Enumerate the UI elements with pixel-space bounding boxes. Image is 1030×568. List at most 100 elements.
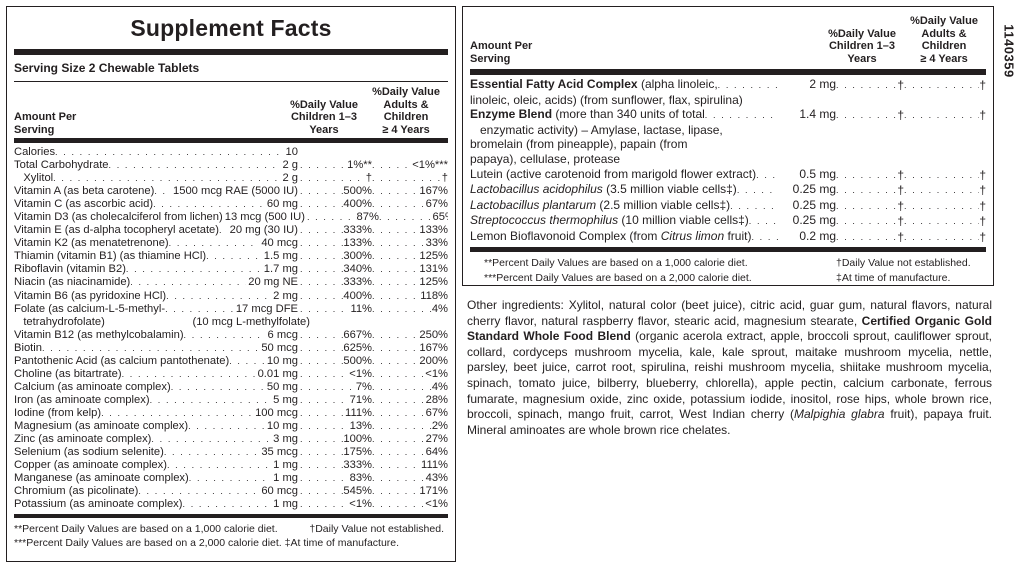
dv-children: 133% xyxy=(298,237,372,250)
leader-dots xyxy=(836,214,897,229)
nutrient-label: Calcium (as aminoate complex) xyxy=(14,380,171,393)
leader-dots xyxy=(372,459,421,472)
nutrient-amount: 13 mcg (500 IU) xyxy=(224,211,305,224)
blend-label: linoleic, oleic, acids) (from sunflower,… xyxy=(470,92,743,107)
nutrient-label: Riboflavin (vitamin B2) xyxy=(14,263,126,276)
divider-thick xyxy=(14,514,448,519)
dv-children: † xyxy=(298,172,372,185)
nutrient-label: Choline (as bitartrate) xyxy=(14,367,122,380)
nutrient-label: Vitamin E (as d-alpha tocopheryl acetate… xyxy=(14,224,220,237)
blend-label: Lemon Bioflavonoid Complex (from Citrus … xyxy=(470,228,752,243)
dv-children: 400% xyxy=(298,290,372,303)
leader-dots xyxy=(300,498,349,511)
nutrient-row: Calcium (as aminoate complex) 50 mg7%4% xyxy=(14,381,448,394)
leader-dots xyxy=(300,198,343,211)
nutrient-label: Xylitol xyxy=(14,172,54,185)
blend-label: Lactobacillus acidophilus (3.5 million v… xyxy=(470,182,737,197)
footnote-time-of-manufacture: ‡At time of manufacture. xyxy=(836,271,951,284)
blend-label: Lactobacillus plantarum (2.5 million via… xyxy=(470,197,731,212)
nutrient-amount: 6 mcg xyxy=(267,328,298,341)
blend-row: Essential Fatty Acid Complex (alpha lino… xyxy=(470,77,986,93)
nutrient-amount: 20 mg (30 IU) xyxy=(229,224,298,237)
nutrient-row: tetrahydrofolate) (10 mcg L-methylfolate) xyxy=(14,316,448,329)
nutrient-amount: 0.01 mg xyxy=(257,367,298,380)
blend-label: enzymatic activity) – Amylase, lactase, … xyxy=(470,122,723,137)
leader-dots xyxy=(169,237,260,250)
blend-row: linoleic, oleic, acids) (from sunflower,… xyxy=(470,93,986,108)
nutrient-row: Choline (as bitartrate)0.01 mg<1%<1% xyxy=(14,368,448,381)
dv-children: 100% xyxy=(298,433,372,446)
dv-adults: 67% xyxy=(372,198,448,211)
leader-dots xyxy=(751,230,778,245)
leader-dots xyxy=(138,485,259,498)
leader-dots xyxy=(904,199,979,214)
leader-dots xyxy=(300,185,343,198)
dv-adults: 133% xyxy=(372,224,448,237)
header-amount-per-serving: Amount Per Serving xyxy=(470,40,533,65)
dv-children: 667% xyxy=(298,329,372,342)
dv-adults: <1% xyxy=(372,498,448,511)
blend-row: Enzyme Blend (more than 340 units of tot… xyxy=(470,107,986,123)
nutrient-amount: 1.5 mg xyxy=(263,250,298,263)
dv-adults: 111% xyxy=(372,459,448,472)
leader-dots xyxy=(166,290,271,303)
nutrient-amount: 20 mg NE xyxy=(248,276,298,289)
leader-dots xyxy=(126,263,262,276)
nutrient-amount: 3 mg xyxy=(273,433,298,446)
blend-row: Lactobacillus acidophilus (3.5 million v… xyxy=(470,182,986,198)
leader-dots xyxy=(300,159,347,172)
nutrient-row: Vitamin E (as d-alpha tocopheryl acetate… xyxy=(14,224,448,237)
nutrient-label: Potassium (as aminoate complex) xyxy=(14,498,183,511)
leader-dots xyxy=(904,214,979,229)
footnote-1000-cal: **Percent Daily Values are based on a 1,… xyxy=(14,523,278,536)
leader-dots xyxy=(372,172,442,185)
leader-dots xyxy=(188,420,265,433)
leader-dots xyxy=(705,108,778,123)
nutrient-amount: 10 mg xyxy=(266,354,298,367)
nutrient-label: Zinc (as aminoate complex) xyxy=(14,433,152,446)
nutrient-row: Xylitol2 g†† xyxy=(14,172,448,185)
organic-blend-name: Certified Organic Gold Standard Whole Fo… xyxy=(467,313,993,344)
footnotes: **Percent Daily Values are based on a 1,… xyxy=(14,518,448,550)
leader-dots xyxy=(718,78,778,93)
leader-dots xyxy=(300,459,343,472)
blend-row: enzymatic activity) – Amylase, lactase, … xyxy=(470,123,986,138)
leader-dots xyxy=(372,185,419,198)
dv-children: 300% xyxy=(298,250,372,263)
nutrient-label: Chromium (as picolinate) xyxy=(14,485,139,498)
dv-adults: 125% xyxy=(372,276,448,289)
leader-dots xyxy=(300,250,343,263)
leader-dots xyxy=(300,407,345,420)
leader-dots xyxy=(836,230,897,245)
column-headers: Amount Per Serving %Daily Value Children 1… xyxy=(14,82,448,138)
dv-adults: 125% xyxy=(372,250,448,263)
nutrient-row: Chromium (as picolinate) 60 mcg545%171% xyxy=(14,485,448,498)
footnote-2000-cal: ***Percent Daily Values are based on a 2… xyxy=(14,537,400,550)
blend-row: Streptococcus thermophilus (10 million v… xyxy=(470,213,986,229)
leader-dots xyxy=(167,459,271,472)
leader-dots xyxy=(300,224,343,237)
leader-dots xyxy=(904,108,979,123)
nutrient-label: Vitamin D3 (as cholecalciferol from lich… xyxy=(14,211,223,224)
leader-dots xyxy=(737,183,778,198)
nutrient-label: Total Carbohydrate xyxy=(14,159,109,172)
leader-dots xyxy=(372,368,425,381)
dv-adults: † xyxy=(904,78,986,93)
dv-adults: 167% xyxy=(372,342,448,355)
footnote-dv-not-established: †Daily Value not established. xyxy=(836,256,971,269)
dv-children: † xyxy=(836,199,904,214)
nutrient-row: Zinc (as aminoate complex) 3 mg100%27% xyxy=(14,433,448,446)
nutrient-amount: 10 mg xyxy=(266,419,298,432)
leader-dots xyxy=(151,433,271,446)
product-code: 1140359 xyxy=(1001,24,1017,78)
header-dv-children: %Daily Value Children 1–3 Years xyxy=(290,98,358,136)
leader-dots xyxy=(372,303,432,316)
leader-dots xyxy=(109,159,281,172)
dv-adults: 4% xyxy=(372,381,448,394)
dv-children: † xyxy=(836,183,904,198)
nutrient-row: Vitamin D3 (as cholecalciferol from lich… xyxy=(14,211,448,224)
leader-dots xyxy=(307,211,357,224)
blend-label: Enzyme Blend (more than 340 units of tot… xyxy=(470,107,705,122)
dv-adults: <1%*** xyxy=(372,159,448,172)
leader-dots xyxy=(300,472,350,485)
